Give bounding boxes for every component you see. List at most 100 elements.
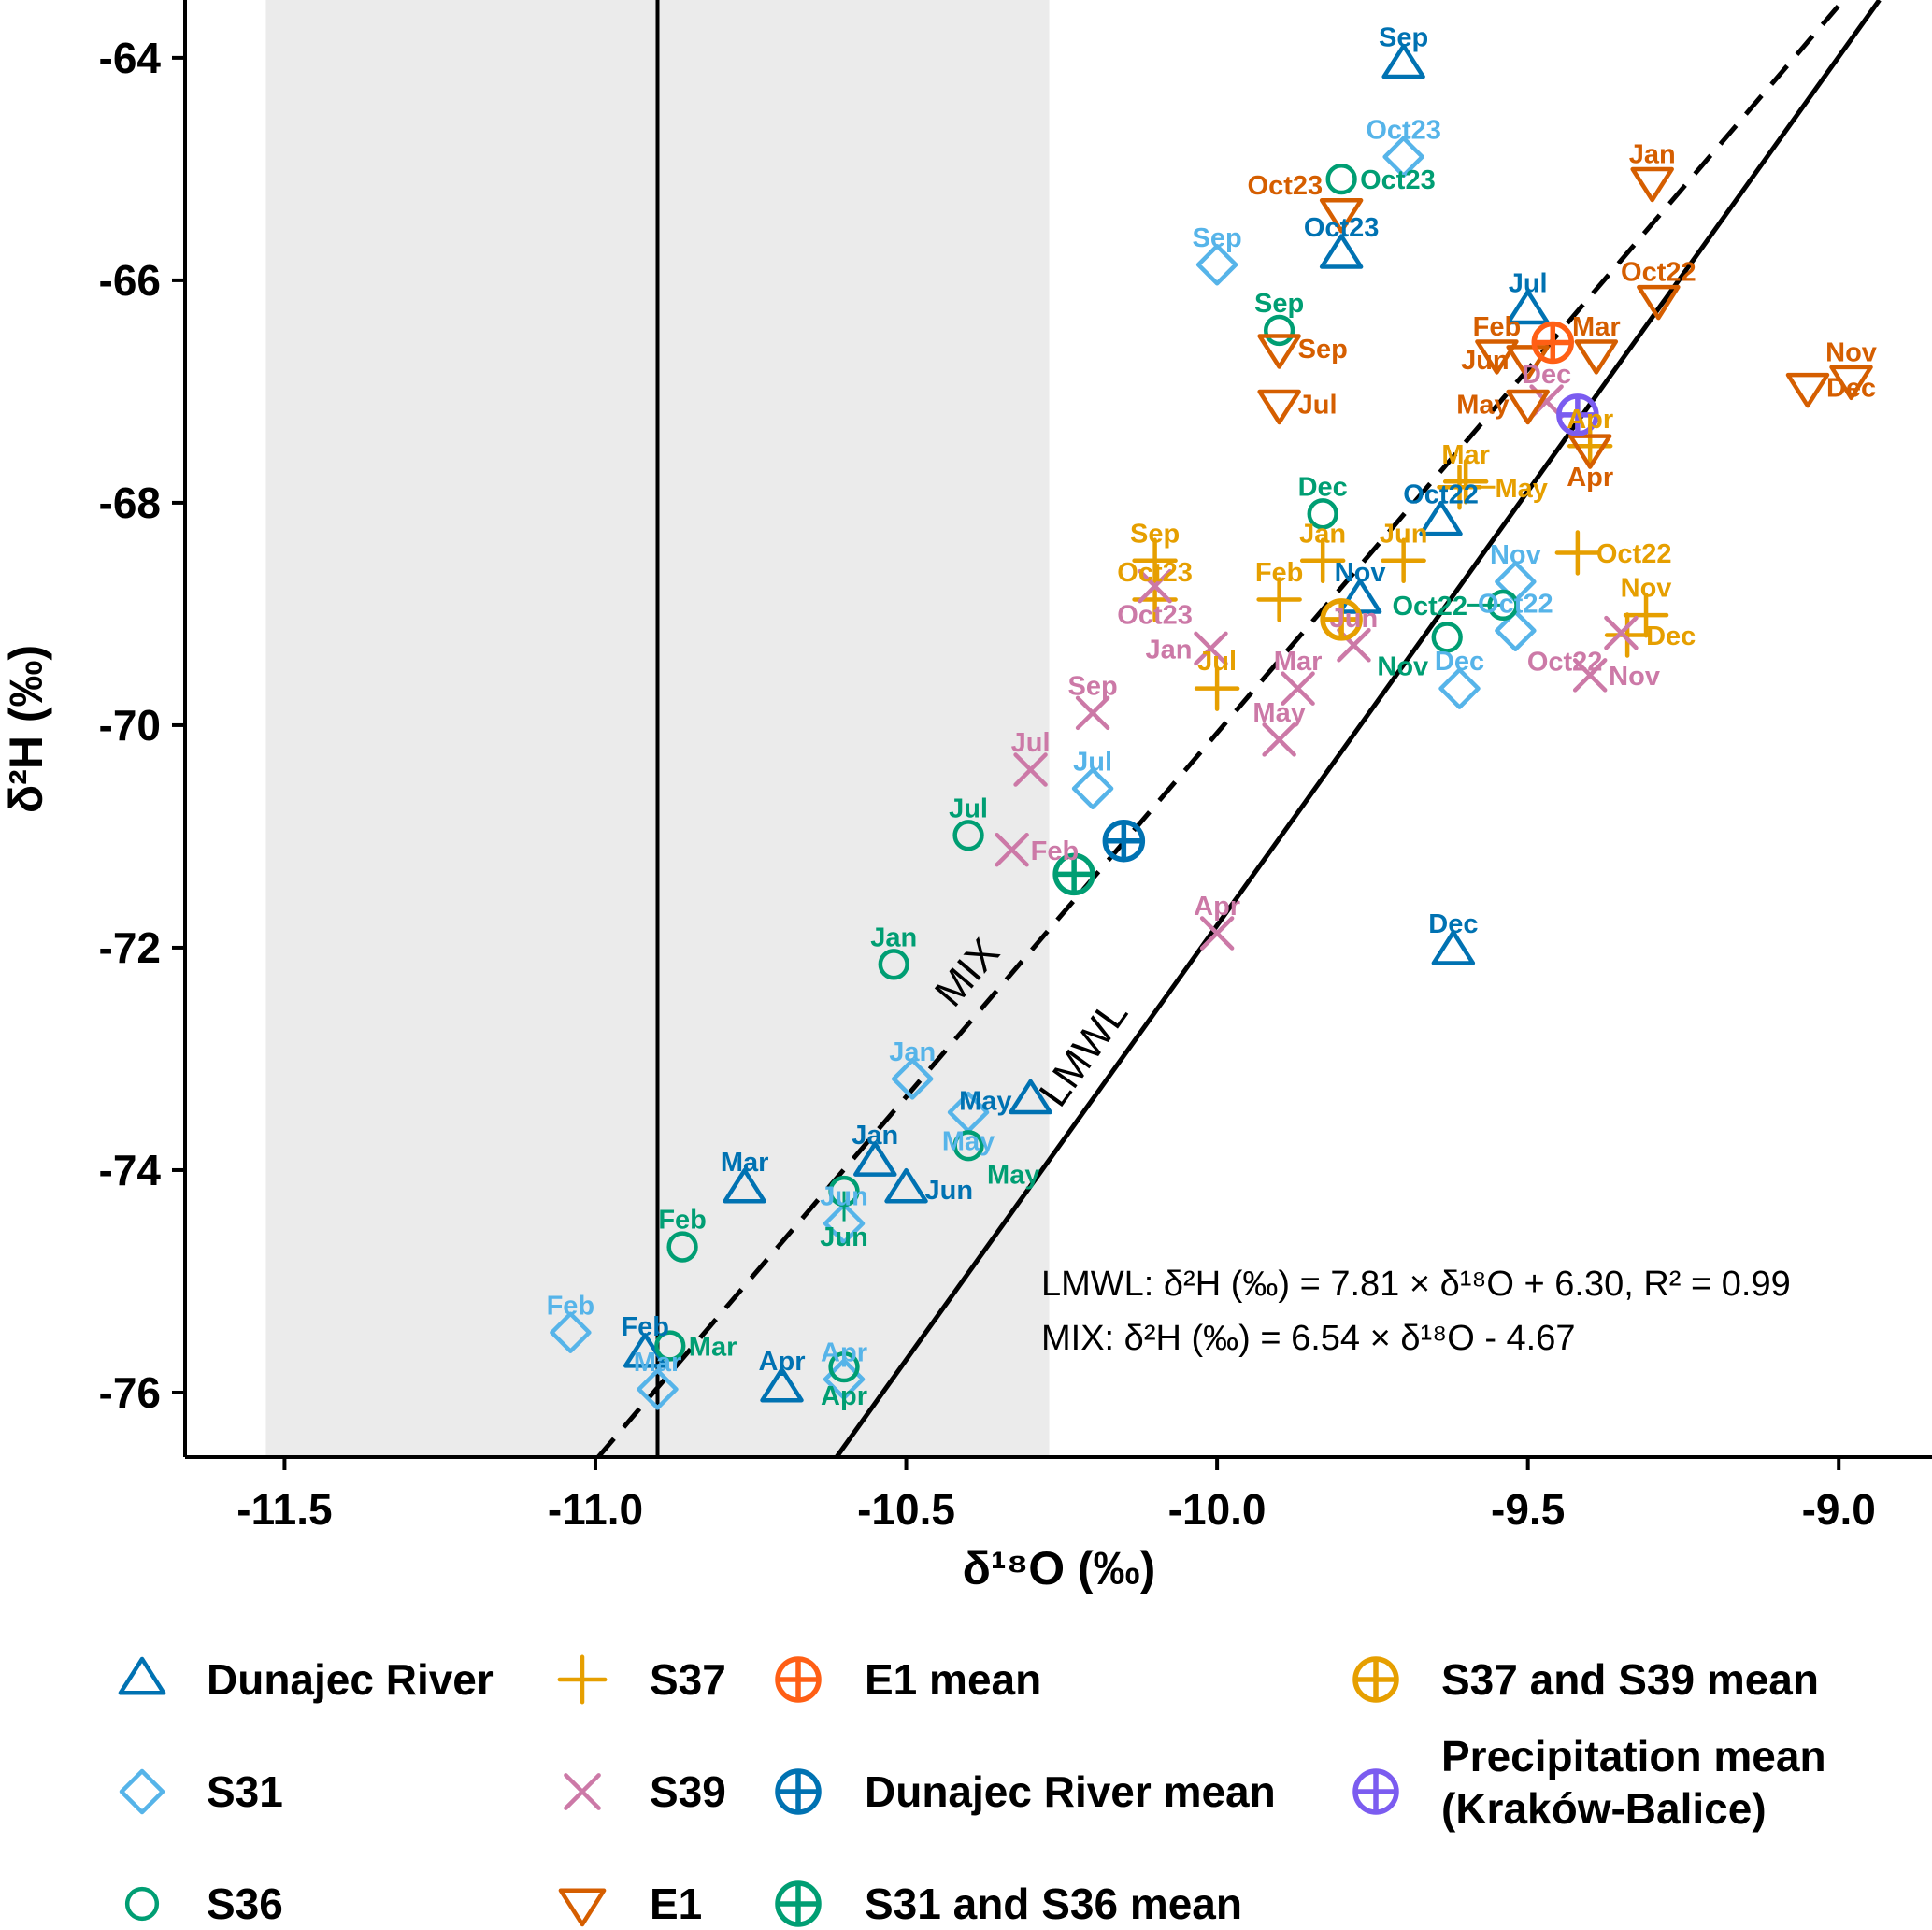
e1-point-label: Jan	[1629, 140, 1676, 170]
legend-label: S31	[207, 1767, 283, 1816]
s31-point-label: Oct22	[1478, 589, 1553, 619]
legend-item: S31 and S36 mean	[775, 1880, 1242, 1928]
s39-point	[1604, 615, 1639, 650]
legend-circle-plus-icon	[775, 1880, 822, 1927]
x-axis-title: δ¹⁸O (‰)	[963, 1542, 1156, 1594]
x-tick-label: -9.5	[1491, 1485, 1565, 1534]
y-tick-label: -76	[99, 1368, 161, 1417]
y-tick-label: -72	[99, 923, 161, 972]
dunajec-river-point-label: May	[959, 1087, 1011, 1117]
s37-point-label: Nov	[1621, 574, 1672, 604]
s39-point-label: Oct23	[1117, 601, 1193, 631]
s36-point-label: Nov	[1377, 651, 1428, 681]
s36-point-label: Apr	[821, 1381, 867, 1411]
dunajec-river-point-label: Sep	[1379, 23, 1428, 53]
s31-point-label: Jan	[889, 1037, 936, 1067]
e1-point-label: May	[1456, 391, 1509, 421]
e1-point	[1257, 389, 1301, 425]
s39-point-label: May	[1252, 698, 1305, 728]
s39-point	[1572, 658, 1608, 693]
dunajec-river-point	[1319, 234, 1364, 269]
legend-label: Precipitation mean	[1441, 1732, 1826, 1780]
s31-point	[637, 1368, 679, 1410]
s31-point	[891, 1058, 934, 1100]
e1-mean-point	[1531, 321, 1575, 365]
dunajec-river-point	[1381, 43, 1425, 79]
y-tick-label: -74	[99, 1146, 162, 1194]
s39-point	[1194, 631, 1228, 666]
legend-item: S37	[557, 1654, 726, 1705]
s39-point-label: Feb	[1031, 836, 1080, 866]
s37-point-label: Jul	[1197, 647, 1237, 677]
e1-point	[1829, 365, 1873, 401]
dunajec-river-point	[1431, 930, 1476, 965]
y-tick-label: -66	[99, 256, 161, 305]
s39-point-label: Jul	[1011, 728, 1051, 758]
precipitation-mean-krak-w-balice-point	[1556, 393, 1599, 436]
e1-point-label: Feb	[1473, 312, 1522, 342]
s36-point-label: Dec	[1298, 472, 1348, 502]
s31-point-label: Jun	[820, 1182, 868, 1212]
s37-point-label: Jan	[1299, 519, 1346, 549]
s31-point-label: Sep	[1193, 223, 1242, 253]
dunajec-river-point	[884, 1167, 928, 1204]
e1-point-label: Jun	[1461, 346, 1510, 376]
s39-point-label: Dec	[1522, 360, 1571, 390]
lmwl-equation: LMWL: δ²H (‰) = 7.81 × δ¹⁸O + 6.30, R² =…	[1041, 1265, 1791, 1304]
e1-point-label: Oct23	[1248, 171, 1324, 201]
legend-cross-icon	[564, 1773, 601, 1810]
dunajec-river-point	[723, 1167, 766, 1204]
s39-point	[995, 832, 1029, 867]
s37-point-label: Oct22	[1596, 539, 1672, 569]
legend-item: E1 mean	[775, 1655, 1041, 1704]
s36-point-label: Sep	[1254, 289, 1304, 319]
s36-point	[1307, 498, 1338, 530]
mix-line	[596, 0, 1846, 1457]
s37-point	[1623, 592, 1669, 638]
s36-point-label: Jan	[870, 922, 917, 952]
s31-point-label: Jul	[1073, 747, 1112, 777]
e1-point-label: Sep	[1298, 335, 1348, 365]
s36-point-label: Mar	[689, 1333, 737, 1363]
s37-point-label: May	[1496, 474, 1548, 504]
s36-point-label: Feb	[658, 1206, 707, 1236]
legend-label: E1 mean	[865, 1655, 1041, 1704]
e1-point	[1574, 339, 1619, 375]
dunajec-river-point-label: Oct22	[1403, 480, 1479, 510]
dunajec-river-point-label: Oct23	[1304, 213, 1380, 243]
e1-point-label: Mar	[1572, 312, 1621, 342]
legend-label: S31 and S36 mean	[865, 1880, 1242, 1928]
legend-circle-plus-icon	[775, 1768, 822, 1815]
legend-label: S37	[650, 1655, 726, 1704]
s37-point	[1299, 537, 1346, 584]
s31-point-label: Dec	[1435, 647, 1484, 677]
e1-point-label: Dec	[1826, 374, 1876, 404]
s39-point-label: Oct22	[1527, 648, 1603, 678]
legend-item: Precipitation mean(Kraków-Balice)	[1352, 1732, 1826, 1833]
s36-point-label: Oct23	[1360, 165, 1436, 195]
s31-point	[1382, 136, 1424, 179]
legend-item: Dunajec River	[118, 1655, 494, 1704]
s31-point	[1495, 609, 1537, 652]
s36-point	[666, 1231, 698, 1263]
e1-point	[1785, 372, 1830, 408]
s36-point	[1263, 314, 1295, 347]
e1-point-label: Oct22	[1621, 258, 1696, 288]
e1-point-label: Apr	[1567, 463, 1613, 493]
s37-point	[1554, 530, 1601, 576]
e1-point	[1257, 334, 1301, 369]
legend-label: S36	[207, 1880, 283, 1928]
legend-label: Dunajec River	[207, 1655, 494, 1704]
s37-point	[1194, 665, 1240, 711]
y-tick-label: -68	[99, 479, 161, 527]
s37-point-label: Apr	[1567, 405, 1613, 435]
s36-point	[952, 820, 984, 851]
dunajec-river-mean-point	[1102, 819, 1146, 863]
e1-point	[1475, 339, 1519, 375]
legend-circle-icon	[124, 1886, 160, 1922]
dunajec-river-point	[1506, 289, 1550, 325]
s31-point	[1071, 767, 1114, 810]
dunajec-river-point-label: Mar	[721, 1148, 769, 1178]
